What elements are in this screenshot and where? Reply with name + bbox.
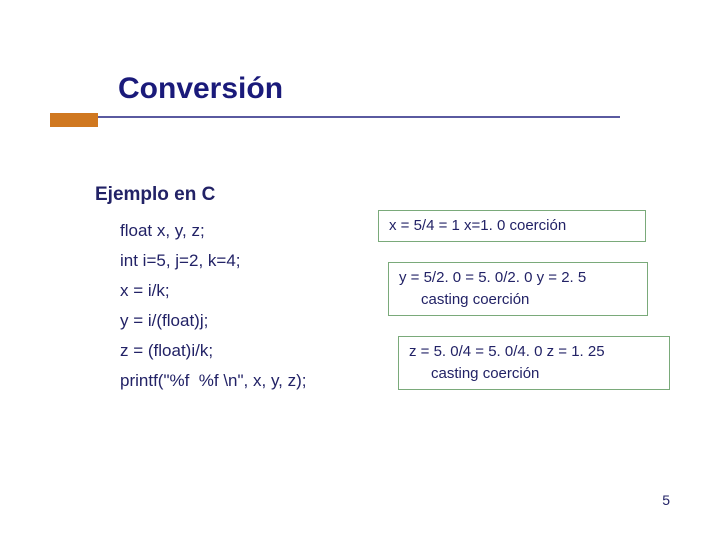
code-line: x = i/k; xyxy=(120,276,307,306)
code-line: int i=5, j=2, k=4; xyxy=(120,246,307,276)
code-line: y = i/(float)j; xyxy=(120,306,307,336)
annotation-box: z = 5. 0/4 = 5. 0/4. 0 z = 1. 25 casting… xyxy=(398,336,670,390)
annotation-text: x = 5/4 = 1 x=1. 0 coerción xyxy=(389,217,566,234)
annotation-subtext: casting coerción xyxy=(399,289,637,311)
annotation-box: y = 5/2. 0 = 5. 0/2. 0 y = 2. 5 casting … xyxy=(388,262,648,316)
annotation-text: y = 5/2. 0 = 5. 0/2. 0 y = 2. 5 xyxy=(399,269,586,286)
title-accent xyxy=(50,113,98,127)
page-number: 5 xyxy=(662,492,670,508)
title-underline xyxy=(60,116,620,118)
annotation-subtext: casting coerción xyxy=(409,363,659,385)
code-line: float x, y, z; xyxy=(120,216,307,246)
annotation-text: z = 5. 0/4 = 5. 0/4. 0 z = 1. 25 xyxy=(409,343,605,360)
code-block: float x, y, z; int i=5, j=2, k=4; x = i/… xyxy=(120,216,307,396)
slide-title-wrap: Conversión xyxy=(118,72,283,106)
slide-title: Conversión xyxy=(118,72,283,106)
code-line: printf("%f %f \n", x, y, z); xyxy=(120,366,307,396)
annotation-box: x = 5/4 = 1 x=1. 0 coerción xyxy=(378,210,646,242)
code-line: z = (float)i/k; xyxy=(120,336,307,366)
section-header: Ejemplo en C xyxy=(95,184,215,206)
